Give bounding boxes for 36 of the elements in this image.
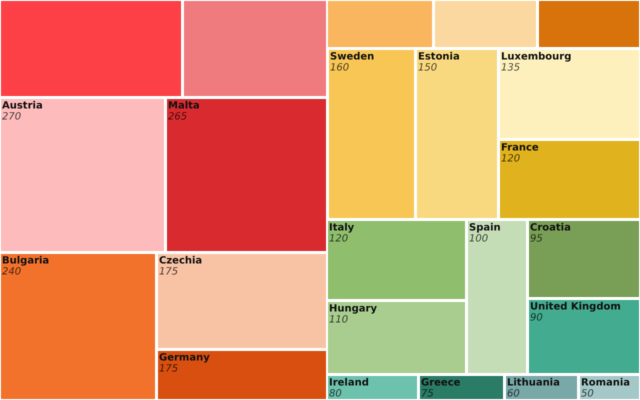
category-label: Luxembourg bbox=[501, 52, 572, 63]
category-label: Hungary bbox=[329, 304, 378, 315]
data-label: 135 bbox=[501, 62, 520, 74]
data-label: 240 bbox=[2, 266, 22, 278]
category-label: Czechia bbox=[159, 256, 202, 267]
data-label: 120 bbox=[501, 154, 520, 165]
category-label: Malta bbox=[168, 100, 200, 112]
category-label: United Kingdom bbox=[530, 302, 621, 313]
data-label: 160 bbox=[330, 62, 350, 74]
data-label: 95 bbox=[530, 234, 543, 245]
data-label: 175 bbox=[159, 266, 178, 278]
data-label: 175 bbox=[159, 364, 178, 375]
category-label: Romania bbox=[581, 378, 630, 389]
category-label: Ireland bbox=[329, 378, 369, 389]
category-label: Estonia bbox=[418, 52, 460, 63]
category-label: Greece bbox=[421, 378, 461, 389]
category-label: Croatia bbox=[530, 222, 571, 234]
data-label: 120 bbox=[329, 234, 348, 245]
data-label: 265 bbox=[168, 112, 188, 123]
category-label: Austria bbox=[2, 100, 43, 112]
category-label: France bbox=[501, 142, 539, 154]
data-label: 80 bbox=[329, 388, 342, 400]
category-label: Sweden bbox=[330, 52, 374, 63]
data-label: 270 bbox=[2, 112, 22, 123]
data-label: 50 bbox=[581, 388, 594, 400]
category-label: Lithuania bbox=[507, 378, 560, 389]
category-label: Spain bbox=[469, 222, 501, 234]
data-label: 60 bbox=[507, 388, 520, 400]
category-label: Germany bbox=[159, 352, 210, 364]
category-label: Bulgaria bbox=[2, 256, 50, 267]
data-label: 150 bbox=[418, 62, 438, 74]
data-label: 90 bbox=[530, 312, 543, 324]
data-label: 110 bbox=[329, 314, 348, 326]
category-label: Italy bbox=[329, 222, 355, 234]
data-label: 100 bbox=[469, 234, 488, 245]
data-label: 75 bbox=[421, 388, 434, 400]
